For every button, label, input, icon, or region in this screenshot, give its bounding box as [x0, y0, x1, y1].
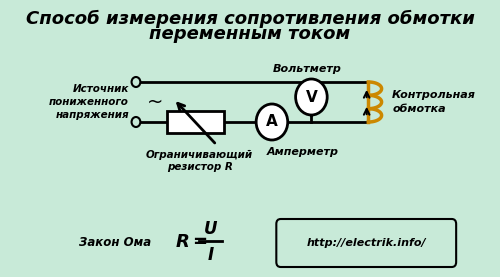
Text: $\bfit{R}=$: $\bfit{R}=$ — [176, 233, 208, 251]
Text: переменным током: переменным током — [150, 25, 350, 43]
Text: Закон Ома: Закон Ома — [79, 235, 151, 248]
Text: A: A — [266, 114, 278, 130]
Text: $\bfit{I}$: $\bfit{I}$ — [206, 246, 214, 264]
Circle shape — [296, 79, 327, 115]
Text: V: V — [306, 89, 318, 104]
Bar — [166, 111, 224, 133]
Text: $\bfit{U}$: $\bfit{U}$ — [203, 220, 218, 238]
Text: Вольтметр: Вольтметр — [272, 64, 342, 74]
Text: Амперметр: Амперметр — [266, 147, 338, 157]
Text: Ограничивающий
резистор R: Ограничивающий резистор R — [146, 150, 253, 172]
Circle shape — [256, 104, 288, 140]
Text: Источник
пониженного
напряжения: Источник пониженного напряжения — [49, 84, 129, 120]
FancyBboxPatch shape — [276, 219, 456, 267]
Circle shape — [132, 117, 140, 127]
Text: Способ измерения сопротивления обмотки: Способ измерения сопротивления обмотки — [26, 10, 474, 28]
Text: http://electrik.info/: http://electrik.info/ — [307, 238, 426, 248]
Text: Контрольная
обмотка: Контрольная обмотка — [392, 90, 476, 114]
Text: ~: ~ — [146, 93, 163, 112]
Circle shape — [132, 77, 140, 87]
